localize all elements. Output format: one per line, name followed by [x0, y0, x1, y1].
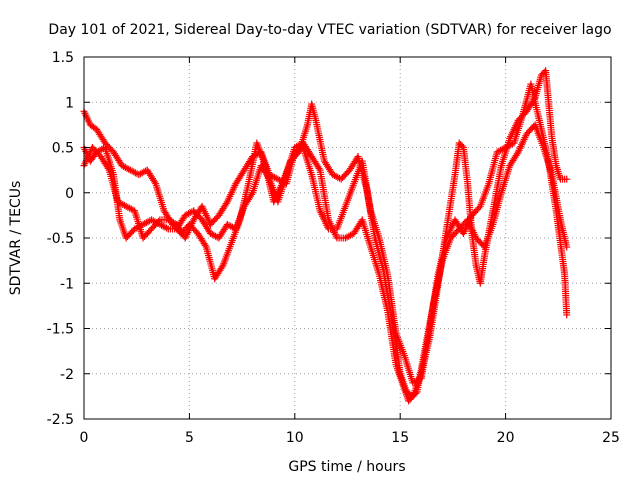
data-point: [188, 208, 196, 216]
x-axis-title: GPS time / hours: [288, 459, 405, 475]
y-tick-label: 1: [65, 95, 74, 111]
y-tick-label: -0.5: [47, 231, 74, 247]
data-point: [475, 204, 483, 212]
data-point: [458, 142, 466, 150]
data-point: [248, 190, 256, 198]
y-axis-title: SDTVAR / TECUs: [8, 181, 24, 296]
y-tick-label: -1.5: [47, 322, 74, 338]
data-point: [104, 164, 112, 172]
data-point: [154, 217, 162, 225]
data-point: [335, 174, 343, 182]
y-tick-label: 0: [65, 186, 74, 202]
x-tick-labels: 0 5 10 15 20 25: [80, 430, 620, 446]
data-point: [513, 150, 521, 158]
y-tick-label: 0.5: [52, 141, 74, 157]
x-tick-label: 15: [391, 430, 409, 446]
data-point: [563, 311, 571, 319]
data-point: [563, 175, 571, 183]
data-point: [315, 164, 323, 172]
data-point: [151, 178, 159, 186]
data-point: [218, 263, 226, 271]
y-tick-label: 1.5: [52, 50, 74, 66]
grid-layer: [84, 57, 611, 419]
chart-title: Day 101 of 2021, Sidereal Day-to-day VTE…: [48, 22, 611, 38]
y-tick-label: -1: [60, 276, 74, 292]
data-point: [201, 241, 209, 249]
x-tick-label: 10: [286, 430, 304, 446]
x-tick-label: 0: [80, 430, 89, 446]
y-tick-labels: -2.5 -2 -1.5 -1 -0.5 0 0.5 1 1.5: [47, 50, 74, 428]
x-tick-label: 5: [185, 430, 194, 446]
data-point: [412, 389, 420, 397]
x-tick-label: 25: [602, 430, 620, 446]
y-tick-label: -2: [60, 367, 74, 383]
tick-marks: [83, 56, 612, 420]
scatter-points: [80, 67, 571, 405]
x-tick-label: 20: [497, 430, 515, 446]
data-point: [163, 224, 171, 232]
data-point: [222, 199, 230, 207]
y-tick-label: -2.5: [47, 412, 74, 428]
